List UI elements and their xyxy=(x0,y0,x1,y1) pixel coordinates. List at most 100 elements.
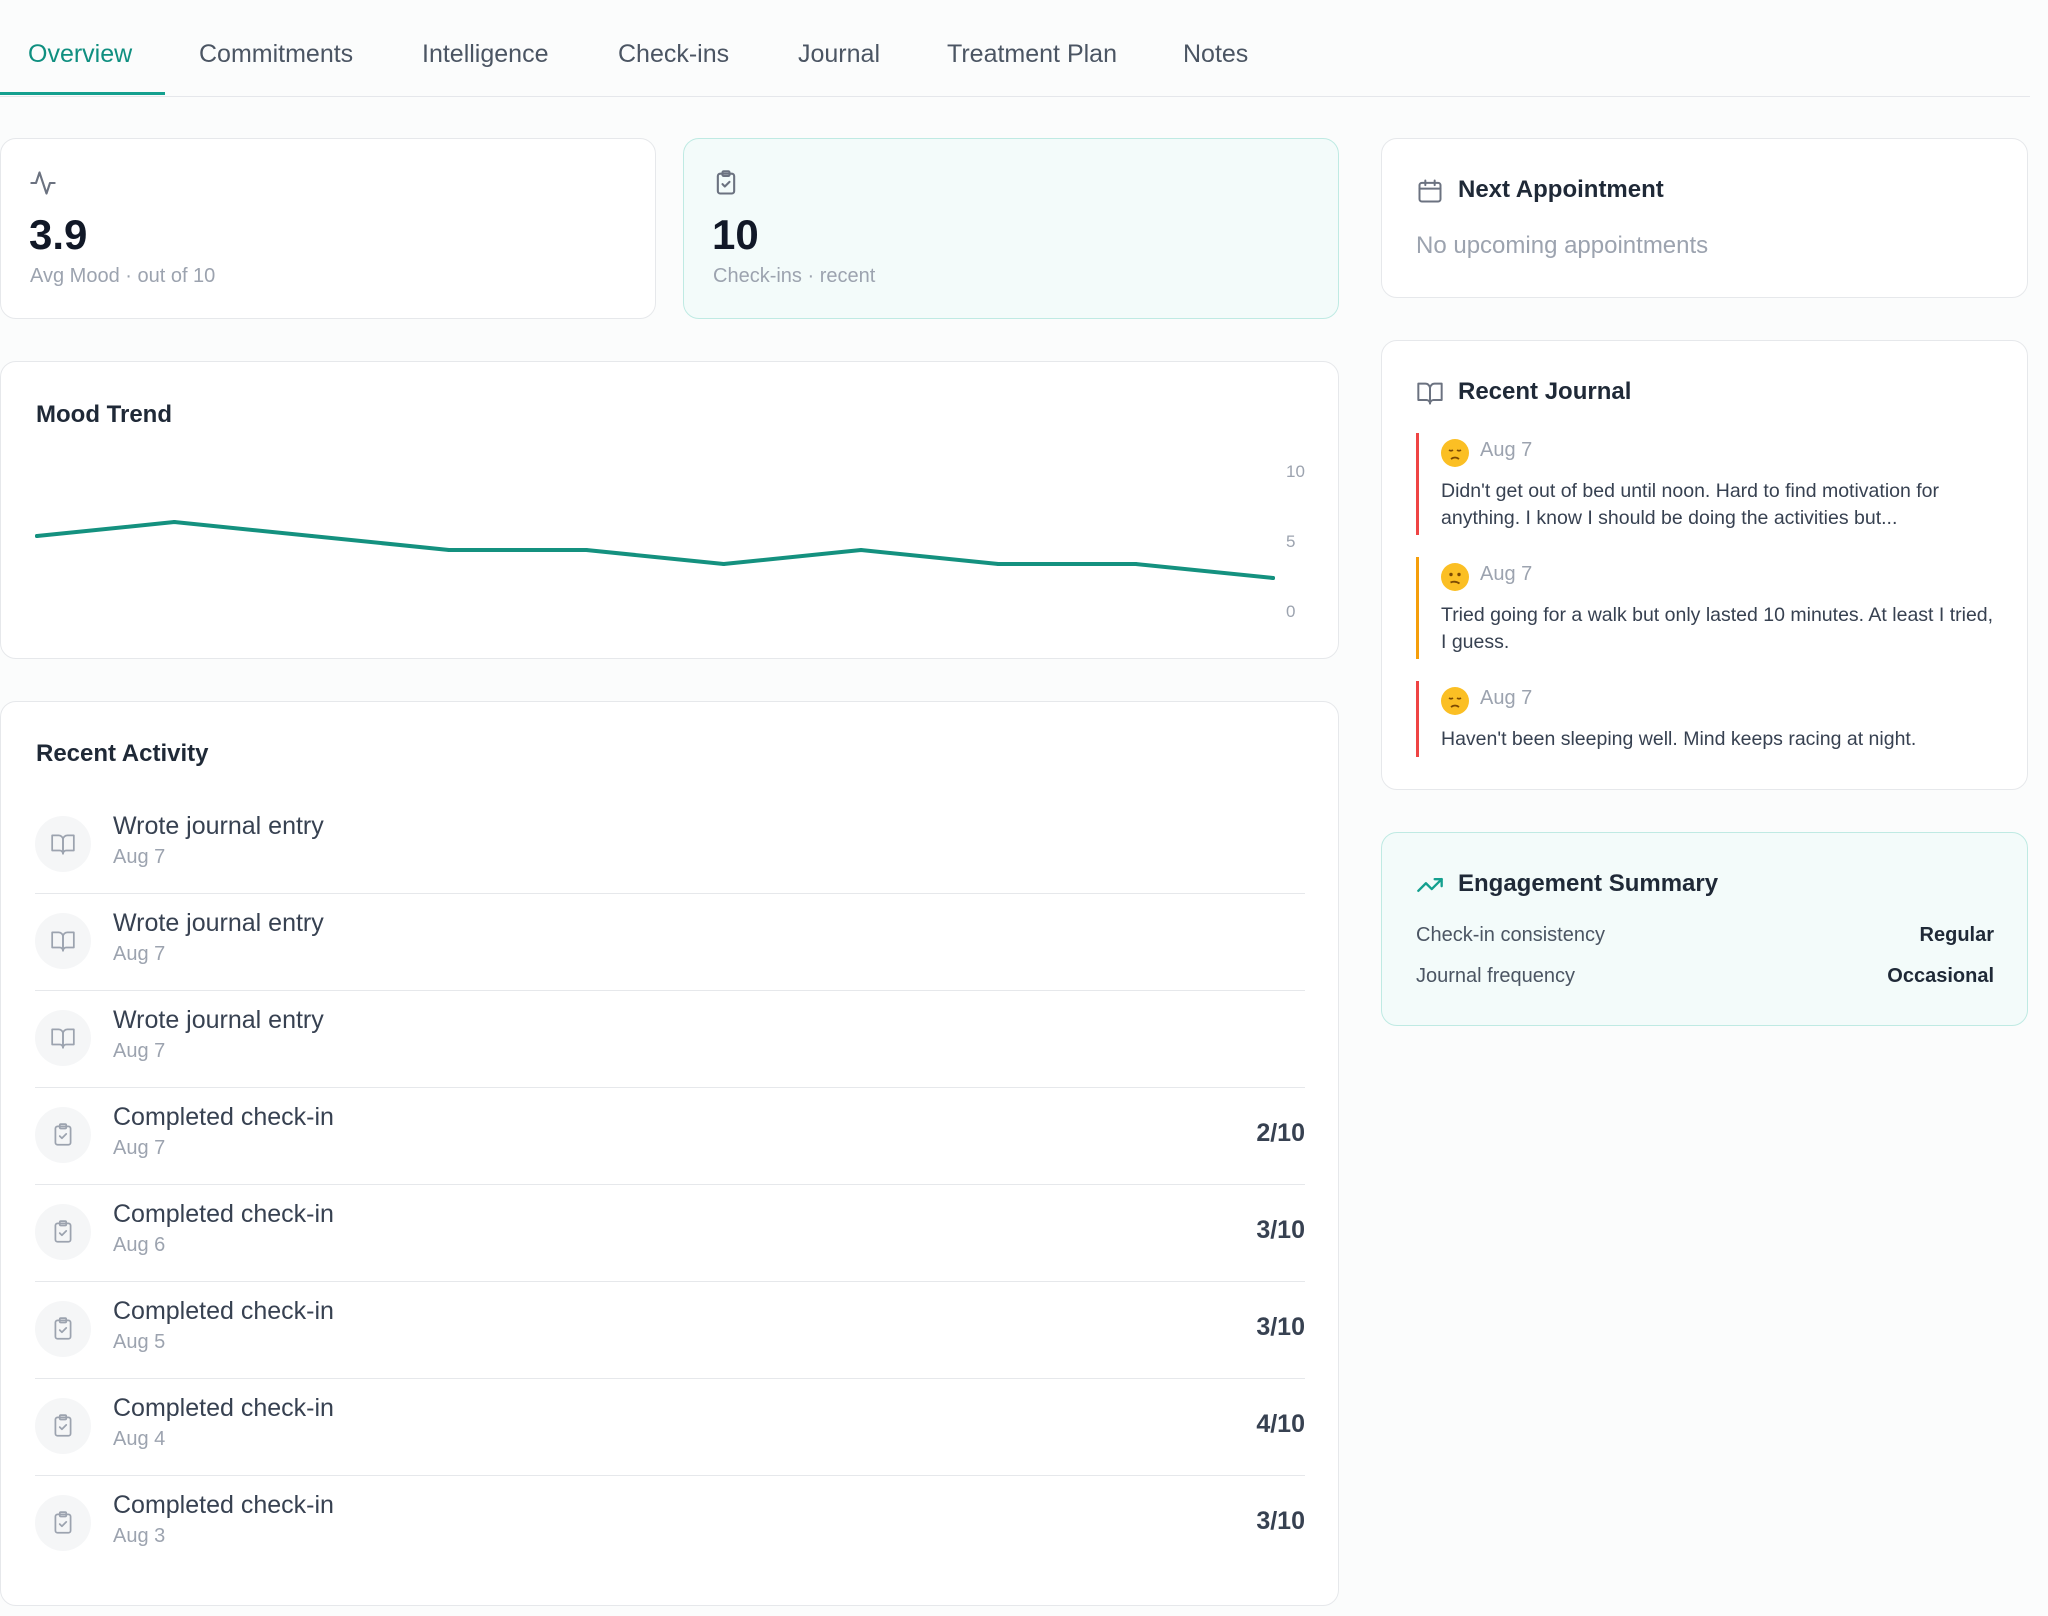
avg-mood-card: 3.9 Avg Mood · out of 10 xyxy=(0,138,656,319)
mood-trend-point xyxy=(172,520,177,524)
activity-title: Completed check-in xyxy=(113,1297,334,1325)
activity-date: Aug 6 xyxy=(113,1234,166,1256)
tab-journal[interactable]: Journal xyxy=(798,40,880,68)
activity-icon xyxy=(29,169,57,197)
mood-trend-point xyxy=(996,562,1001,566)
activity-row[interactable]: Wrote journal entry Aug 7 xyxy=(35,990,1305,1088)
engagement-label: Journal frequency xyxy=(1416,965,1575,987)
activity-row[interactable]: Wrote journal entry Aug 7 xyxy=(35,893,1305,991)
mood-trend-point xyxy=(721,562,726,566)
activity-title: Wrote journal entry xyxy=(113,812,324,840)
recent-activity-card: Recent Activity Wrote journal entry Aug … xyxy=(0,701,1339,1606)
activity-row[interactable]: Completed check-in Aug 4 4/10 xyxy=(35,1378,1305,1476)
engagement-value: Occasional xyxy=(1887,965,1994,987)
mood-trend-title: Mood Trend xyxy=(36,401,172,428)
no-appointments-text: No upcoming appointments xyxy=(1416,232,1709,259)
tab-commitments[interactable]: Commitments xyxy=(199,40,354,68)
engagement-value: Regular xyxy=(1919,924,1994,946)
book-open-icon xyxy=(35,1010,91,1066)
mood-trend-line xyxy=(35,520,1275,580)
clipboard-check-icon xyxy=(35,1398,91,1454)
activity-date: Aug 7 xyxy=(113,1137,166,1159)
journal-date: Aug 7 xyxy=(1480,563,1533,585)
engagement-label: Check-in consistency xyxy=(1416,924,1605,946)
activity-score: 3/10 xyxy=(1256,1313,1305,1341)
journal-date: Aug 7 xyxy=(1480,687,1533,709)
mood-trend-point xyxy=(1271,576,1275,580)
activity-date: Aug 7 xyxy=(113,943,166,965)
checkins-card: 10 Check-ins · recent xyxy=(683,138,1339,319)
activity-row[interactable]: Wrote journal entry Aug 7 xyxy=(35,796,1305,894)
clipboard-check-icon xyxy=(35,1301,91,1357)
next-appointment-card: Next Appointment No upcoming appointment… xyxy=(1381,138,2028,298)
activity-date: Aug 3 xyxy=(113,1525,166,1547)
journal-entry[interactable]: Aug 7 Didn't get out of bed until noon. … xyxy=(1416,433,1999,535)
trending-up-icon xyxy=(1416,871,1444,899)
mood-trend-point xyxy=(447,548,451,552)
tab-bar: Overview Commitments Intelligence Check-… xyxy=(0,0,2030,97)
activity-row[interactable]: Completed check-in Aug 3 3/10 xyxy=(35,1475,1305,1572)
activity-row[interactable]: Completed check-in Aug 5 3/10 xyxy=(35,1281,1305,1379)
clipboard-check-icon xyxy=(35,1495,91,1551)
journal-text: Tried going for a walk but only lasted 1… xyxy=(1441,604,1994,653)
tab-notes[interactable]: Notes xyxy=(1183,40,1249,68)
journal-text: Didn't get out of bed until noon. Hard t… xyxy=(1441,480,1940,529)
book-open-icon xyxy=(35,913,91,969)
activity-score: 3/10 xyxy=(1256,1507,1305,1535)
activity-title: Wrote journal entry xyxy=(113,909,324,937)
mood-trend-point xyxy=(584,548,589,552)
avg-mood-label: Avg Mood · out of 10 xyxy=(30,265,216,287)
mood-trend-point xyxy=(1133,562,1138,566)
engagement-row: Check-in consistency Regular xyxy=(1416,924,1994,947)
book-open-icon xyxy=(35,816,91,872)
activity-row[interactable]: Completed check-in Aug 7 2/10 xyxy=(35,1087,1305,1185)
journal-entry[interactable]: Aug 7 Haven't been sleeping well. Mind k… xyxy=(1416,681,1999,757)
recent-journal-card: Recent Journal Aug 7 Didn't get out of b… xyxy=(1381,340,2028,790)
journal-entry[interactable]: Aug 7 Tried going for a walk but only la… xyxy=(1416,557,1999,659)
activity-title: Completed check-in xyxy=(113,1200,334,1228)
activity-date: Aug 7 xyxy=(113,1040,166,1062)
checkins-value: 10 xyxy=(712,211,759,258)
activity-title: Completed check-in xyxy=(113,1103,334,1131)
activity-title: Wrote journal entry xyxy=(113,1006,324,1034)
activity-date: Aug 4 xyxy=(113,1428,166,1450)
engagement-summary-card: Engagement Summary Check-in consistency … xyxy=(1381,832,2028,1026)
activity-date: Aug 7 xyxy=(113,846,166,868)
activity-score: 4/10 xyxy=(1256,1410,1305,1438)
clipboard-check-icon xyxy=(712,169,740,197)
engagement-summary-title: Engagement Summary xyxy=(1458,870,1719,897)
y-tick-10: 10 xyxy=(1286,462,1305,481)
activity-title: Completed check-in xyxy=(113,1394,334,1422)
sad-face-icon xyxy=(1441,439,1469,467)
y-tick-0: 0 xyxy=(1286,602,1296,621)
activity-title: Completed check-in xyxy=(113,1491,334,1519)
activity-date: Aug 5 xyxy=(113,1331,166,1353)
mood-trend-point xyxy=(859,548,863,552)
activity-score: 2/10 xyxy=(1256,1119,1305,1147)
book-open-icon xyxy=(1416,379,1444,407)
tab-treatment-plan[interactable]: Treatment Plan xyxy=(947,40,1117,68)
recent-journal-title: Recent Journal xyxy=(1458,378,1632,405)
mood-trend-point xyxy=(309,534,314,538)
clipboard-check-icon xyxy=(35,1107,91,1163)
checkins-label: Check-ins · recent xyxy=(713,265,876,287)
journal-text: Haven't been sleeping well. Mind keeps r… xyxy=(1441,728,1917,750)
tab-intelligence[interactable]: Intelligence xyxy=(422,40,549,68)
clipboard-check-icon xyxy=(35,1204,91,1260)
y-tick-5: 5 xyxy=(1286,532,1296,551)
activity-score: 3/10 xyxy=(1256,1216,1305,1244)
sad-face-icon xyxy=(1441,687,1469,715)
activity-row[interactable]: Completed check-in Aug 6 3/10 xyxy=(35,1184,1305,1282)
mood-trend-card: Mood Trend 10 5 0 xyxy=(0,361,1339,659)
tab-overview[interactable]: Overview xyxy=(28,40,133,68)
confused-face-icon xyxy=(1441,563,1469,591)
tab-check-ins[interactable]: Check-ins xyxy=(618,40,730,68)
recent-activity-title: Recent Activity xyxy=(36,740,209,767)
calendar-icon xyxy=(1416,177,1444,205)
next-appointment-title: Next Appointment xyxy=(1458,176,1664,203)
active-tab-indicator xyxy=(0,92,165,95)
journal-date: Aug 7 xyxy=(1480,439,1533,461)
mood-trend-chart xyxy=(35,520,1275,580)
mood-trend-point xyxy=(35,534,39,538)
avg-mood-value: 3.9 xyxy=(29,211,88,258)
